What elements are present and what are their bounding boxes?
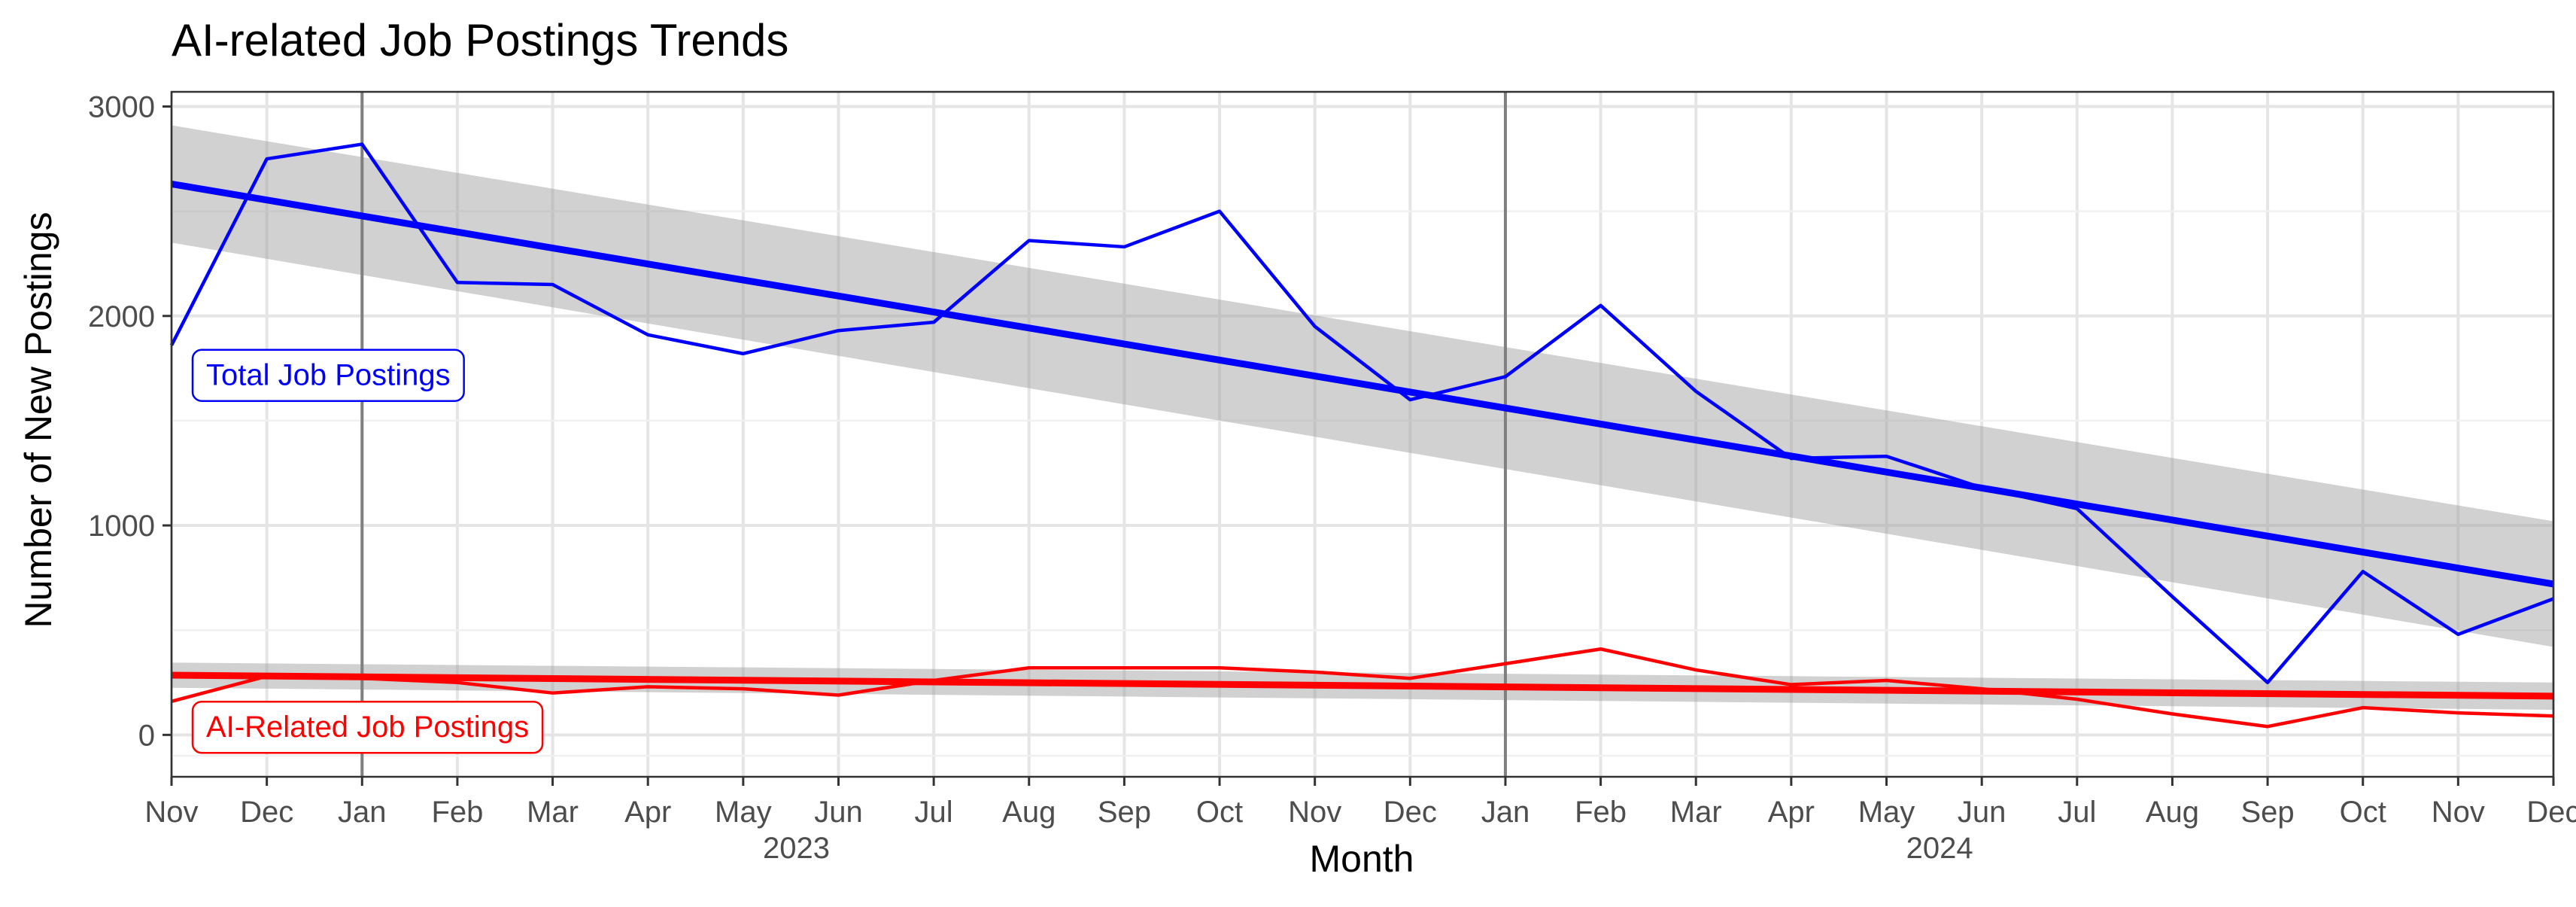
y-tick-label: 1000 xyxy=(88,510,155,543)
series-line xyxy=(171,647,2554,729)
x-tick-label: Jul xyxy=(915,796,953,829)
y-tick-label: 2000 xyxy=(88,300,155,333)
x-tick-label: Jan xyxy=(1481,796,1530,829)
trend-lines xyxy=(171,181,2554,700)
x-tick-label: Apr xyxy=(1768,796,1815,829)
x-tick-label: Sep xyxy=(1098,796,1151,829)
annotation-label: AI-Related Job Postings xyxy=(206,711,529,744)
x-tick-label: Jul xyxy=(2058,796,2096,829)
y-tick-label: 0 xyxy=(138,719,155,752)
x-tick-label: Jun xyxy=(1958,796,2006,829)
x-tick-label: Jun xyxy=(814,796,863,829)
x-tick-label: Apr xyxy=(624,796,671,829)
x-tick-label: Sep xyxy=(2240,796,2294,829)
x-tick-label: Oct xyxy=(1196,796,1243,829)
x-tick-label: Nov xyxy=(144,796,198,829)
series-annotation: Total Job Postings xyxy=(191,348,465,402)
series-annotations: Total Job Postings AI-Related Job Posting… xyxy=(191,348,544,754)
x-tick-label: Nov xyxy=(1288,796,1341,829)
axes: 0 1000 2000 3000 Nov Dec Jan Feb Mar Apr May Jun Jul… xyxy=(88,90,2576,865)
trend-line xyxy=(171,181,2554,588)
y-tick-label: 3000 xyxy=(88,90,155,123)
series-lines xyxy=(169,142,2554,729)
x-tick-label: Oct xyxy=(2340,796,2386,829)
x-tick-label: Mar xyxy=(527,796,579,829)
x-tick-label: Nov xyxy=(2432,796,2485,829)
annotation-label: Total Job Postings xyxy=(206,359,451,392)
x-tick-label: May xyxy=(715,796,772,829)
x-year-label: 2024 xyxy=(1906,832,1973,865)
x-tick-label: May xyxy=(1858,796,1915,829)
series-annotation: AI-Related Job Postings xyxy=(191,700,544,754)
x-tick-label: Feb xyxy=(431,796,483,829)
x-axis-title: Month xyxy=(1310,838,1414,880)
annotation-box xyxy=(191,700,544,754)
x-tick-label: Mar xyxy=(1670,796,1722,829)
x-tick-label: Dec xyxy=(1384,796,1437,829)
y-axis-title: Number of New Postings xyxy=(17,212,59,628)
x-tick-label: Jan xyxy=(338,796,387,829)
series-line xyxy=(169,142,2554,685)
x-year-label: 2023 xyxy=(763,832,830,865)
annotation-box xyxy=(191,348,465,402)
x-tick-label: Dec xyxy=(240,796,293,829)
x-tick-label: Aug xyxy=(2146,796,2199,829)
trend-line xyxy=(171,671,2554,700)
plot-border xyxy=(170,90,2555,778)
x-tick-label: Dec xyxy=(2526,796,2576,829)
chart-title: AI-related Job Postings Trends xyxy=(172,15,788,65)
x-tick-label: Feb xyxy=(1575,796,1627,829)
grid-lines xyxy=(170,92,2555,777)
x-tick-label: Aug xyxy=(1002,796,1056,829)
